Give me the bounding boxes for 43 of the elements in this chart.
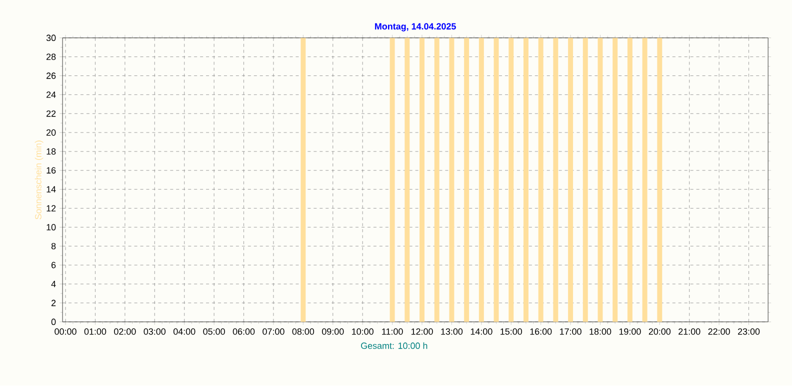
x-tick-label: 09:00 bbox=[322, 328, 344, 335]
y-tick-label: 26 bbox=[46, 72, 56, 80]
x-tick-label: 13:00 bbox=[441, 328, 463, 335]
x-tick-label: 23:00 bbox=[738, 328, 760, 335]
chart-title: Montag, 14.04.2025 bbox=[375, 23, 456, 32]
y-tick-label: 12 bbox=[46, 205, 56, 212]
y-tick-label: 10 bbox=[46, 224, 56, 231]
y-tick-label: 24 bbox=[46, 92, 56, 98]
x-tick-label: 06:00 bbox=[232, 328, 255, 335]
x-tick-label: 11:00 bbox=[382, 328, 403, 335]
y-tick-label: 18 bbox=[46, 148, 56, 155]
x-tick-label: 22:00 bbox=[708, 328, 730, 335]
x-tick-label: 02:00 bbox=[114, 328, 136, 335]
x-tick-label: 17:00 bbox=[560, 328, 582, 335]
x-tick-label: 12:00 bbox=[411, 328, 433, 335]
x-tick-label: 14:00 bbox=[470, 328, 492, 335]
x-tick-label: 08:00 bbox=[292, 328, 314, 335]
y-tick-label: 30 bbox=[46, 34, 56, 42]
y-tick-label: 16 bbox=[46, 167, 56, 174]
y-tick-label: 0 bbox=[51, 318, 56, 326]
y-tick-label: 22 bbox=[46, 110, 56, 117]
x-tick-label: 15:00 bbox=[500, 328, 522, 335]
y-tick-label: 2 bbox=[52, 300, 56, 306]
x-tick-label: 00:00 bbox=[54, 328, 76, 335]
x-tick-label: 05:00 bbox=[203, 328, 225, 335]
x-tick-label: 18:00 bbox=[590, 328, 612, 335]
x-tick-label: 04:00 bbox=[173, 328, 196, 335]
x-tick-label: 21:00 bbox=[678, 328, 700, 335]
y-tick-label: 8 bbox=[51, 243, 56, 250]
x-tick-label: 20:00 bbox=[648, 328, 671, 335]
text: Gesamt: 10:00 h bbox=[361, 342, 428, 350]
y-tick-label: 4 bbox=[51, 281, 56, 288]
y-tick-label: 6 bbox=[52, 262, 56, 268]
x-tick-label: 03:00 bbox=[144, 328, 166, 335]
x-tick-label: 07:00 bbox=[262, 328, 284, 335]
x-tick-label: 10:00 bbox=[352, 328, 374, 335]
y-tick-label: 28 bbox=[46, 54, 56, 60]
x-tick-label: 19:00 bbox=[619, 328, 641, 335]
y-axis-title: Sonnenschein (min) bbox=[34, 140, 44, 220]
x-tick-label: 01:00 bbox=[84, 328, 106, 335]
x-tick-label: 16:00 bbox=[530, 328, 552, 335]
y-tick-label: 20 bbox=[46, 130, 56, 136]
y-tick-label: 14 bbox=[46, 186, 56, 193]
